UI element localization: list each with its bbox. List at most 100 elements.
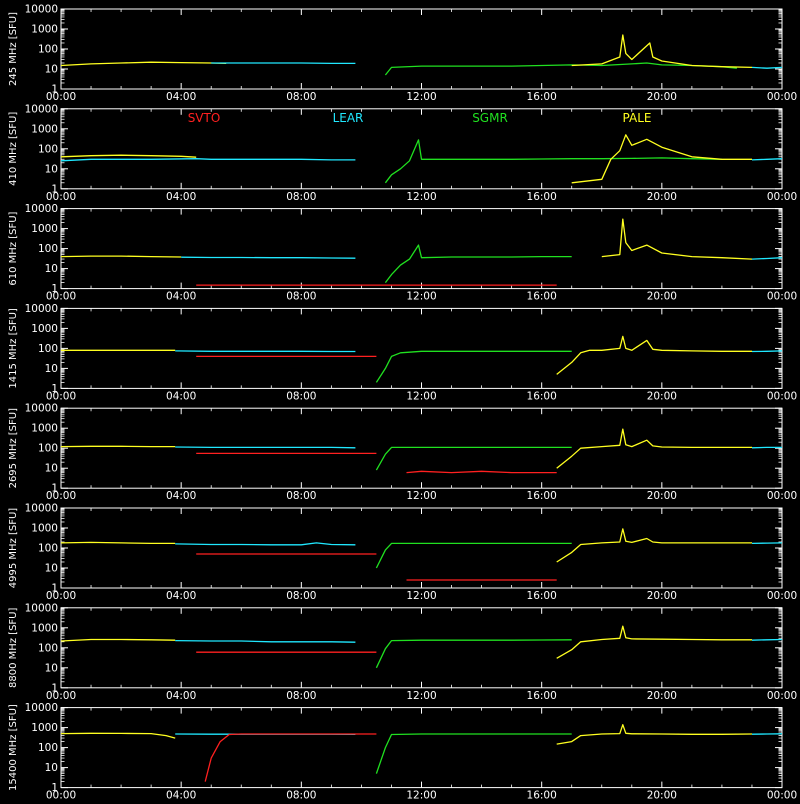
y-tick-label: 1000 xyxy=(31,423,58,435)
x-tick-label: 00:00 xyxy=(767,790,797,800)
x-tick-label: 08:00 xyxy=(286,490,316,502)
y-axis-label: 245 MHz [SFU] xyxy=(8,12,19,86)
y-axis-label: 8800 MHz [SFU] xyxy=(8,607,19,688)
y-tick-label: 10 xyxy=(45,263,58,275)
x-tick-label: 16:00 xyxy=(527,191,557,203)
series-lear xyxy=(175,447,355,448)
series-pale xyxy=(61,155,196,157)
y-tick-label: 100 xyxy=(38,243,58,255)
x-tick-label: 12:00 xyxy=(406,790,436,800)
x-tick-label: 16:00 xyxy=(527,390,557,402)
x-tick-label: 00:00 xyxy=(767,390,797,402)
x-tick-label: 16:00 xyxy=(527,291,557,303)
x-tick-label: 08:00 xyxy=(286,191,316,203)
y-axis-label: 4995 MHz [SFU] xyxy=(8,508,19,589)
y-tick-label: 10 xyxy=(45,463,58,475)
x-tick-label: 08:00 xyxy=(286,91,316,103)
y-tick-label: 100 xyxy=(38,44,58,56)
y-tick-label: 1000 xyxy=(31,722,58,734)
x-tick-label: 00:00 xyxy=(767,291,797,303)
y-tick-label: 100 xyxy=(38,343,58,355)
series-pale xyxy=(557,626,752,658)
y-tick-label: 10000 xyxy=(25,403,58,415)
y-tick-label: 10000 xyxy=(25,602,58,614)
legend-label-svto: SVTO xyxy=(188,111,221,125)
series-pale xyxy=(557,429,752,468)
series-pale xyxy=(557,725,752,744)
y-tick-label: 10000 xyxy=(25,702,58,714)
y-axis-label: 410 MHz [SFU] xyxy=(8,112,19,186)
series-pale xyxy=(557,336,752,374)
x-tick-label: 04:00 xyxy=(166,191,196,203)
y-tick-label: 1000 xyxy=(31,523,58,535)
y-tick-label: 10000 xyxy=(25,4,58,16)
x-tick-label: 12:00 xyxy=(406,390,436,402)
legend-label-lear: LEAR xyxy=(333,111,364,125)
x-tick-label: 00:00 xyxy=(767,690,797,702)
panel-frame xyxy=(61,209,782,289)
panel-frame xyxy=(61,109,782,189)
x-tick-label: 08:00 xyxy=(286,790,316,800)
y-tick-label: 10 xyxy=(45,163,58,175)
legend-label-sgmr: SGMR xyxy=(472,111,508,125)
x-tick-label: 04:00 xyxy=(166,790,196,800)
series-sgmr xyxy=(376,543,571,568)
x-tick-label: 16:00 xyxy=(527,790,557,800)
x-tick-label: 00:00 xyxy=(46,790,76,800)
x-tick-label: 00:00 xyxy=(767,191,797,203)
x-tick-label: 20:00 xyxy=(647,91,677,103)
series-lear xyxy=(175,543,355,545)
x-tick-label: 08:00 xyxy=(286,390,316,402)
y-tick-label: 10 xyxy=(45,762,58,774)
series-pale xyxy=(61,62,226,65)
x-tick-label: 00:00 xyxy=(46,291,76,303)
x-tick-label: 20:00 xyxy=(647,790,677,800)
series-lear xyxy=(175,641,355,643)
x-tick-label: 00:00 xyxy=(767,490,797,502)
y-tick-label: 100 xyxy=(38,543,58,555)
y-tick-label: 10 xyxy=(45,662,58,674)
x-tick-label: 12:00 xyxy=(406,690,436,702)
series-lear xyxy=(752,159,782,160)
x-tick-label: 16:00 xyxy=(527,590,557,602)
y-tick-label: 100 xyxy=(38,143,58,155)
series-pale xyxy=(61,640,175,642)
x-tick-label: 00:00 xyxy=(46,490,76,502)
series-svto xyxy=(205,734,376,782)
x-tick-label: 20:00 xyxy=(647,590,677,602)
series-sgmr xyxy=(376,734,571,774)
y-tick-label: 10 xyxy=(45,64,58,76)
y-tick-label: 100 xyxy=(38,642,58,654)
y-tick-label: 10000 xyxy=(25,503,58,515)
y-tick-label: 1000 xyxy=(31,123,58,135)
series-sgmr xyxy=(376,640,571,668)
x-tick-label: 12:00 xyxy=(406,590,436,602)
x-tick-label: 04:00 xyxy=(166,590,196,602)
x-tick-label: 16:00 xyxy=(527,91,557,103)
series-sgmr xyxy=(376,351,571,382)
series-lear xyxy=(61,159,355,161)
series-pale xyxy=(572,35,752,67)
x-tick-label: 16:00 xyxy=(527,490,557,502)
panel-frame xyxy=(61,9,782,89)
x-tick-label: 00:00 xyxy=(767,590,797,602)
x-tick-label: 04:00 xyxy=(166,390,196,402)
y-tick-label: 100 xyxy=(38,443,58,455)
x-tick-label: 00:00 xyxy=(46,191,76,203)
series-pale xyxy=(61,542,175,543)
x-tick-label: 20:00 xyxy=(647,191,677,203)
series-lear xyxy=(752,258,782,259)
y-axis-label: 15400 MHz [SFU] xyxy=(8,704,19,791)
y-tick-label: 10 xyxy=(45,363,58,375)
x-tick-label: 08:00 xyxy=(286,690,316,702)
panel-frame xyxy=(61,608,782,688)
series-pale xyxy=(602,219,752,259)
